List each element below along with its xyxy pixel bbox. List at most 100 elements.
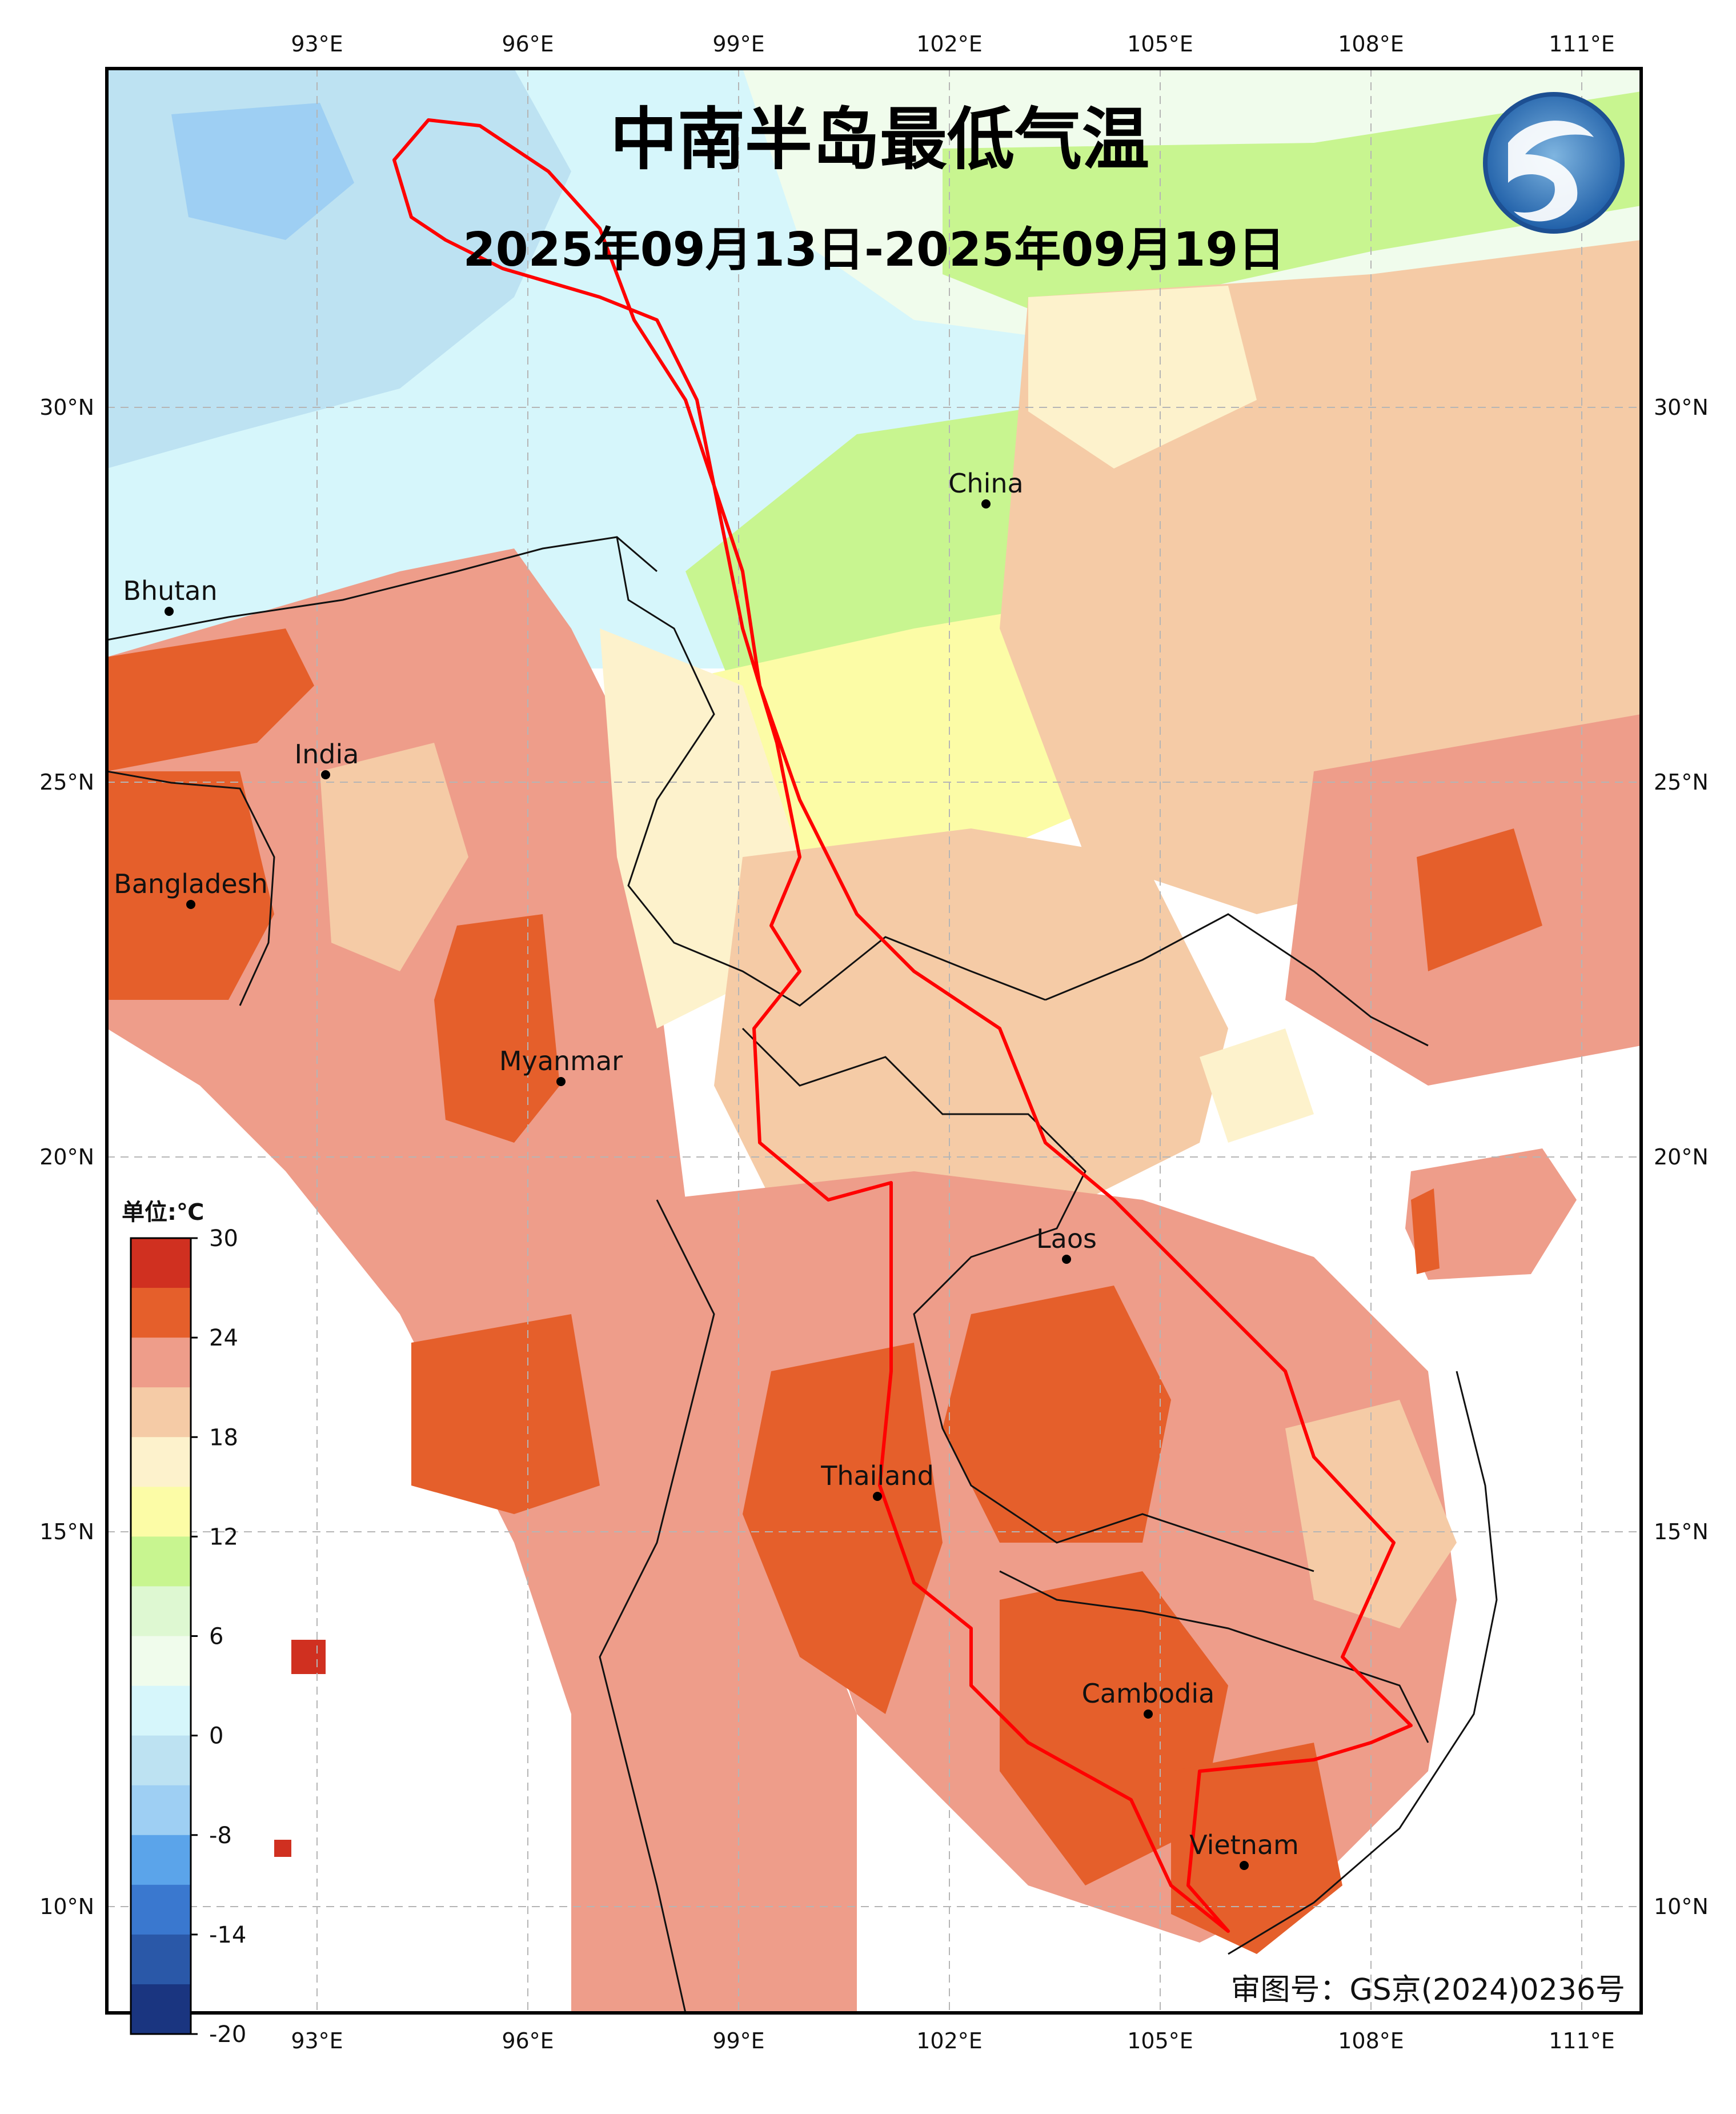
- zone-myanmar: [107, 548, 857, 2013]
- lon-label: 111°E: [1549, 31, 1615, 57]
- place-dot-bangladesh: [186, 900, 195, 909]
- lon-label: 108°E: [1338, 2028, 1404, 2053]
- lat-label: 15°N: [39, 1519, 94, 1544]
- colorbar-swatch: [131, 1735, 191, 1786]
- colorbar-swatch: [131, 1884, 191, 1935]
- lat-labels-left: 30°N 25°N 20°N 15°N 10°N: [39, 395, 94, 1919]
- zone-assam: [107, 628, 314, 771]
- zone-andaman-2: [308, 1640, 326, 1674]
- logo-icon: [1483, 92, 1625, 234]
- lat-label: 10°N: [1654, 1894, 1709, 1919]
- place-dot-thailand: [873, 1492, 882, 1501]
- border-vietnam-china: [1045, 913, 1429, 1047]
- colorbar-swatch: [131, 1238, 191, 1288]
- zone-central-thailand: [743, 1343, 943, 1714]
- date-range: 2025年09月13日-2025年09月19日: [463, 223, 1285, 277]
- colorbar-tick-label: 0: [209, 1723, 223, 1749]
- lat-label: 15°N: [1654, 1519, 1709, 1544]
- lon-label: 96°E: [502, 2028, 554, 2053]
- map-frame: [105, 67, 1643, 2015]
- zone-bangladesh: [107, 771, 274, 1000]
- lon-label: 93°E: [291, 31, 343, 57]
- colorbar-swatch: [131, 1785, 191, 1836]
- zone-myanmar-hot: [434, 914, 560, 1143]
- zone-green-band: [943, 91, 1641, 320]
- zone-myanmar-delta: [411, 1314, 600, 1514]
- place-name-thailand: Thailand: [820, 1460, 934, 1491]
- lon-label: 99°E: [712, 31, 764, 57]
- zone-myanmar-hills: [320, 743, 468, 971]
- colorbar-tick-label: -20: [209, 2021, 246, 2048]
- place-name-china: China: [948, 468, 1023, 499]
- colorbar-tick-label: 6: [209, 1624, 223, 1650]
- border-bangladesh: [107, 770, 275, 1006]
- zone-mekong-delta: [1171, 1743, 1342, 1954]
- temperature-field: [107, 69, 1641, 2013]
- place-dot-china: [981, 499, 991, 509]
- lat-label: 10°N: [39, 1894, 94, 1919]
- place-name-bangladesh: Bangladesh: [114, 868, 268, 899]
- colorbar-swatch: [131, 1835, 191, 1885]
- place-name-vietnam: Vietnam: [1189, 1829, 1299, 1860]
- lat-label: 20°N: [39, 1144, 94, 1170]
- lon-label: 102°E: [916, 31, 983, 57]
- lon-labels-bottom: 93°E 96°E 99°E 102°E 105°E 108°E 111°E: [291, 2028, 1614, 2053]
- colorbar-tick-label: 18: [209, 1424, 238, 1451]
- legend-unit: 单位:℃: [122, 1199, 204, 1226]
- map-title: 中南半岛最低气温: [610, 100, 1149, 179]
- zone-andaman-1: [291, 1640, 308, 1674]
- lon-label: 102°E: [916, 2028, 983, 2053]
- colorbar-tick-label: -14: [209, 1922, 246, 1948]
- lat-label: 20°N: [1654, 1144, 1709, 1170]
- place-dot-cambodia: [1144, 1709, 1153, 1719]
- lon-label: 105°E: [1127, 2028, 1193, 2053]
- country-borders: [107, 536, 1498, 2013]
- colorbar-swatch: [131, 1288, 191, 1338]
- place-name-cambodia: Cambodia: [1082, 1678, 1215, 1709]
- colorbar-swatch: [131, 1487, 191, 1537]
- colorbar-tick-label: -8: [209, 1823, 232, 1849]
- lon-label: 96°E: [502, 31, 554, 57]
- place-name-myanmar: Myanmar: [499, 1046, 623, 1076]
- zone-guangdong-hot: [1417, 828, 1542, 971]
- lat-label: 30°N: [39, 395, 94, 420]
- colorbar-tick-label: 30: [209, 1226, 238, 1252]
- lon-label: 99°E: [712, 2028, 764, 2053]
- border-thailand-laos: [741, 1027, 1314, 1572]
- zone-khorat: [943, 1286, 1171, 1543]
- place-markers: China Bhutan India Bangladesh Myanmar La…: [114, 468, 1299, 1870]
- colorbar-swatches: [131, 1238, 191, 2035]
- colorbar-swatch: [131, 1636, 191, 1687]
- colorbar-ticks: 30 24 18 12 6 0 -8 -14 -20: [191, 1226, 246, 2048]
- colorbar-swatch: [131, 1338, 191, 1388]
- lon-labels-top: 93°E 96°E 99°E 102°E 105°E 108°E 111°E: [291, 31, 1614, 57]
- mekong-basin-outline: [392, 118, 1413, 1933]
- lat-label: 25°N: [1654, 770, 1709, 795]
- zone-nicobar: [274, 1840, 291, 1857]
- colorbar-swatch: [131, 1984, 191, 2035]
- colorbar-swatch: [131, 1437, 191, 1487]
- border-myanmar-china: [616, 536, 1046, 1007]
- colorbar-swatch: [131, 1586, 191, 1636]
- colorbar-swatch: [131, 1536, 191, 1587]
- zone-south-china-cool: [1028, 286, 1257, 469]
- colorbar-swatch: [131, 1934, 191, 1985]
- place-dot-bhutan: [165, 607, 174, 616]
- zone-hainan-edge: [1411, 1188, 1440, 1274]
- colorbar-tick-label: 12: [209, 1524, 238, 1550]
- place-dot-india: [321, 770, 330, 779]
- approval-number: 审图号：GS京(2024)0236号: [1230, 1973, 1625, 2007]
- zone-laos-cool: [1200, 1028, 1314, 1143]
- zone-coldest: [171, 103, 354, 240]
- colorbar-swatch: [131, 1685, 191, 1736]
- lon-label: 105°E: [1127, 31, 1193, 57]
- place-name-india: India: [295, 739, 359, 770]
- coast-vietnam: [1228, 1371, 1498, 1955]
- place-dot-myanmar: [556, 1077, 566, 1086]
- place-dot-vietnam: [1240, 1861, 1249, 1870]
- place-name-laos: Laos: [1036, 1223, 1097, 1254]
- lon-label: 111°E: [1549, 2028, 1615, 2053]
- lon-label: 93°E: [291, 2028, 343, 2053]
- zone-hainan: [1405, 1148, 1577, 1280]
